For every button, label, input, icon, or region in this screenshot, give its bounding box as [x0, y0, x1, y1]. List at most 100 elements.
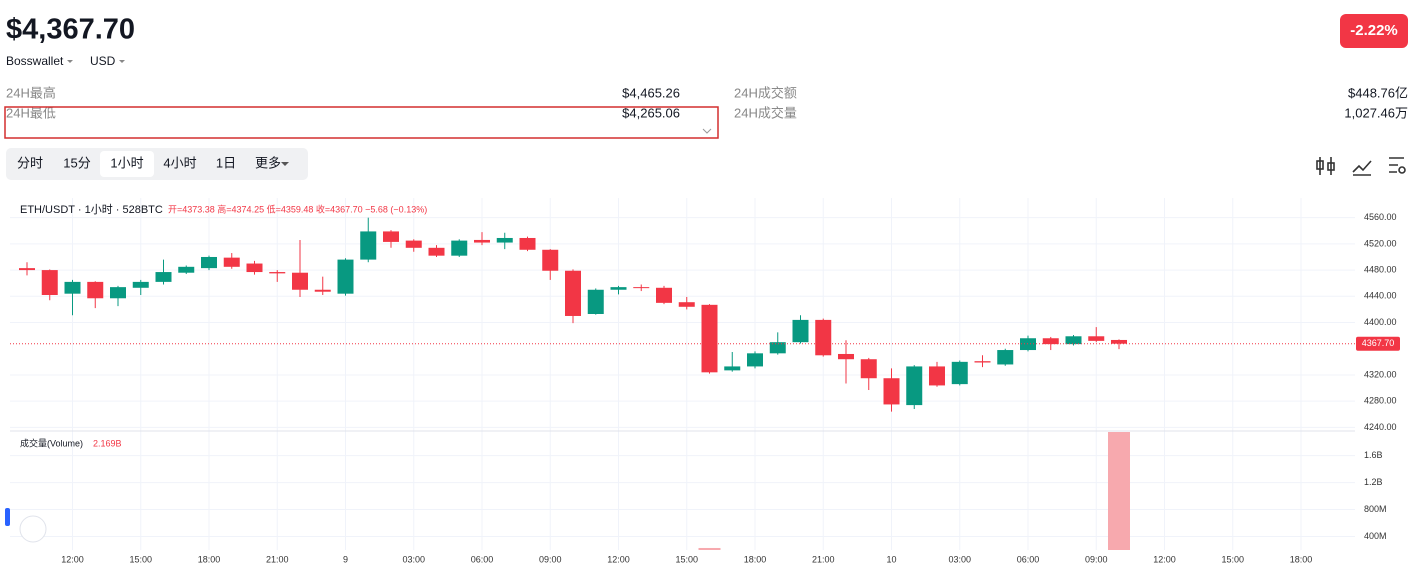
candle-body [838, 353, 854, 360]
candle-body [633, 287, 650, 289]
candle-body [656, 287, 672, 303]
stat-value: 1,027.46万 [1344, 105, 1408, 120]
x-tick-label: 12:00 [61, 554, 84, 564]
x-tick-label: 15:00 [1221, 554, 1244, 564]
candle-body [314, 289, 331, 292]
candle-body [519, 237, 536, 250]
y-tick-label: 4560.00 [1364, 212, 1397, 222]
x-tick-label: 03:00 [402, 554, 425, 564]
candle-body [428, 247, 445, 256]
candle-body [87, 281, 104, 299]
chart-title: ETH/USDT · 1小时 · 528BTC [20, 203, 163, 216]
candle-body [41, 270, 58, 295]
y-tick-label: 4240.00 [1364, 422, 1397, 432]
tab[interactable]: 1日 [216, 155, 236, 170]
candle-body [997, 350, 1014, 365]
candle-body [383, 231, 399, 242]
stat-value: $4,265.06 [622, 105, 680, 120]
candle-body [815, 319, 832, 356]
candle-body [132, 281, 149, 288]
candle-body [678, 302, 695, 307]
x-tick-label: 15:00 [129, 554, 152, 564]
x-tick-label: 21:00 [812, 554, 835, 564]
volume-tick-label: 400M [1364, 531, 1387, 541]
candle-body [292, 272, 308, 290]
candle-body [951, 361, 968, 385]
tab[interactable]: 更多 [255, 155, 281, 170]
tab[interactable]: 15分 [63, 155, 90, 170]
candle-body [769, 342, 786, 354]
candle-body [929, 366, 945, 386]
x-tick-label: 06:00 [1017, 554, 1040, 564]
candle-body [155, 272, 172, 282]
y-tick-label: 4320.00 [1364, 369, 1397, 379]
candle-body [19, 268, 35, 271]
ohlc-legend: 开=4373.38 高=4374.25 低=4359.48 收=4367.70 … [168, 203, 427, 214]
candle-body [1111, 339, 1127, 344]
candle-body [1088, 336, 1105, 341]
candle-body [542, 249, 559, 271]
side-toggle[interactable] [5, 508, 10, 526]
change: -2.22% [1350, 22, 1398, 39]
stat-label: 24H成交额 [734, 85, 797, 100]
candle-body [223, 257, 240, 267]
y-tick-label: 4520.00 [1364, 238, 1397, 248]
tab[interactable]: 4小时 [163, 155, 196, 170]
candle-body [860, 359, 877, 379]
stat-label: 24H成交量 [734, 105, 797, 120]
volume-tick-label: 800M [1364, 504, 1387, 514]
x-tick-label: 06:00 [471, 554, 494, 564]
volume-tick-label: 1.6B [1364, 450, 1383, 460]
x-tick-label: 09:00 [539, 554, 562, 564]
y-tick-label: 4400.00 [1364, 317, 1397, 327]
candle-body [405, 240, 422, 248]
candle-body [883, 378, 900, 405]
tab[interactable]: 1小时 [110, 155, 143, 170]
candle-body [64, 281, 81, 294]
x-tick-label: 12:00 [607, 554, 630, 564]
x-tick-label: 9 [343, 554, 348, 564]
candle-body [451, 240, 468, 256]
candle-body [496, 237, 513, 243]
highlight-box [4, 106, 719, 139]
stat-label: 24H最高 [6, 85, 56, 100]
currency-select[interactable]: USD [90, 54, 116, 68]
tab[interactable]: 分时 [17, 155, 43, 170]
x-tick-label: 18:00 [1290, 554, 1313, 564]
volume-title: 成交量(Volume) [20, 437, 83, 448]
x-tick-label: 09:00 [1085, 554, 1108, 564]
candle-body [610, 287, 627, 290]
y-tick-label: 4440.00 [1364, 291, 1397, 301]
price: $4,367.70 [6, 14, 135, 46]
candle-body [701, 304, 718, 373]
volume-last: 2.169B [93, 438, 122, 448]
candle-body [724, 366, 741, 371]
candle-body [246, 263, 263, 273]
tab-active [100, 151, 154, 177]
source-select[interactable]: Bosswallet [6, 54, 64, 68]
candle-body [269, 272, 286, 274]
candle-body [974, 361, 991, 363]
candle-body [565, 270, 581, 316]
stat-value: $4,465.26 [622, 85, 680, 100]
change-badge [1340, 14, 1408, 48]
candle-body [201, 256, 217, 269]
candle-body [747, 353, 763, 367]
candle-body [337, 259, 354, 294]
toolbar-icons[interactable] [1316, 157, 1406, 176]
x-tick-label: 18:00 [744, 554, 767, 564]
tv-logo [19, 515, 47, 543]
candle-body [474, 239, 490, 243]
volume-bar [1108, 432, 1130, 550]
volume-bar [698, 547, 721, 550]
candle-body [178, 266, 195, 273]
stat-value: $448.76亿 [1348, 85, 1408, 100]
tab-bar [6, 148, 308, 180]
x-tick-label: 12:00 [1153, 554, 1176, 564]
x-tick-label: 21:00 [266, 554, 289, 564]
candle-body [1042, 338, 1059, 345]
last-price-box [1356, 336, 1400, 351]
candle-body [792, 319, 809, 343]
